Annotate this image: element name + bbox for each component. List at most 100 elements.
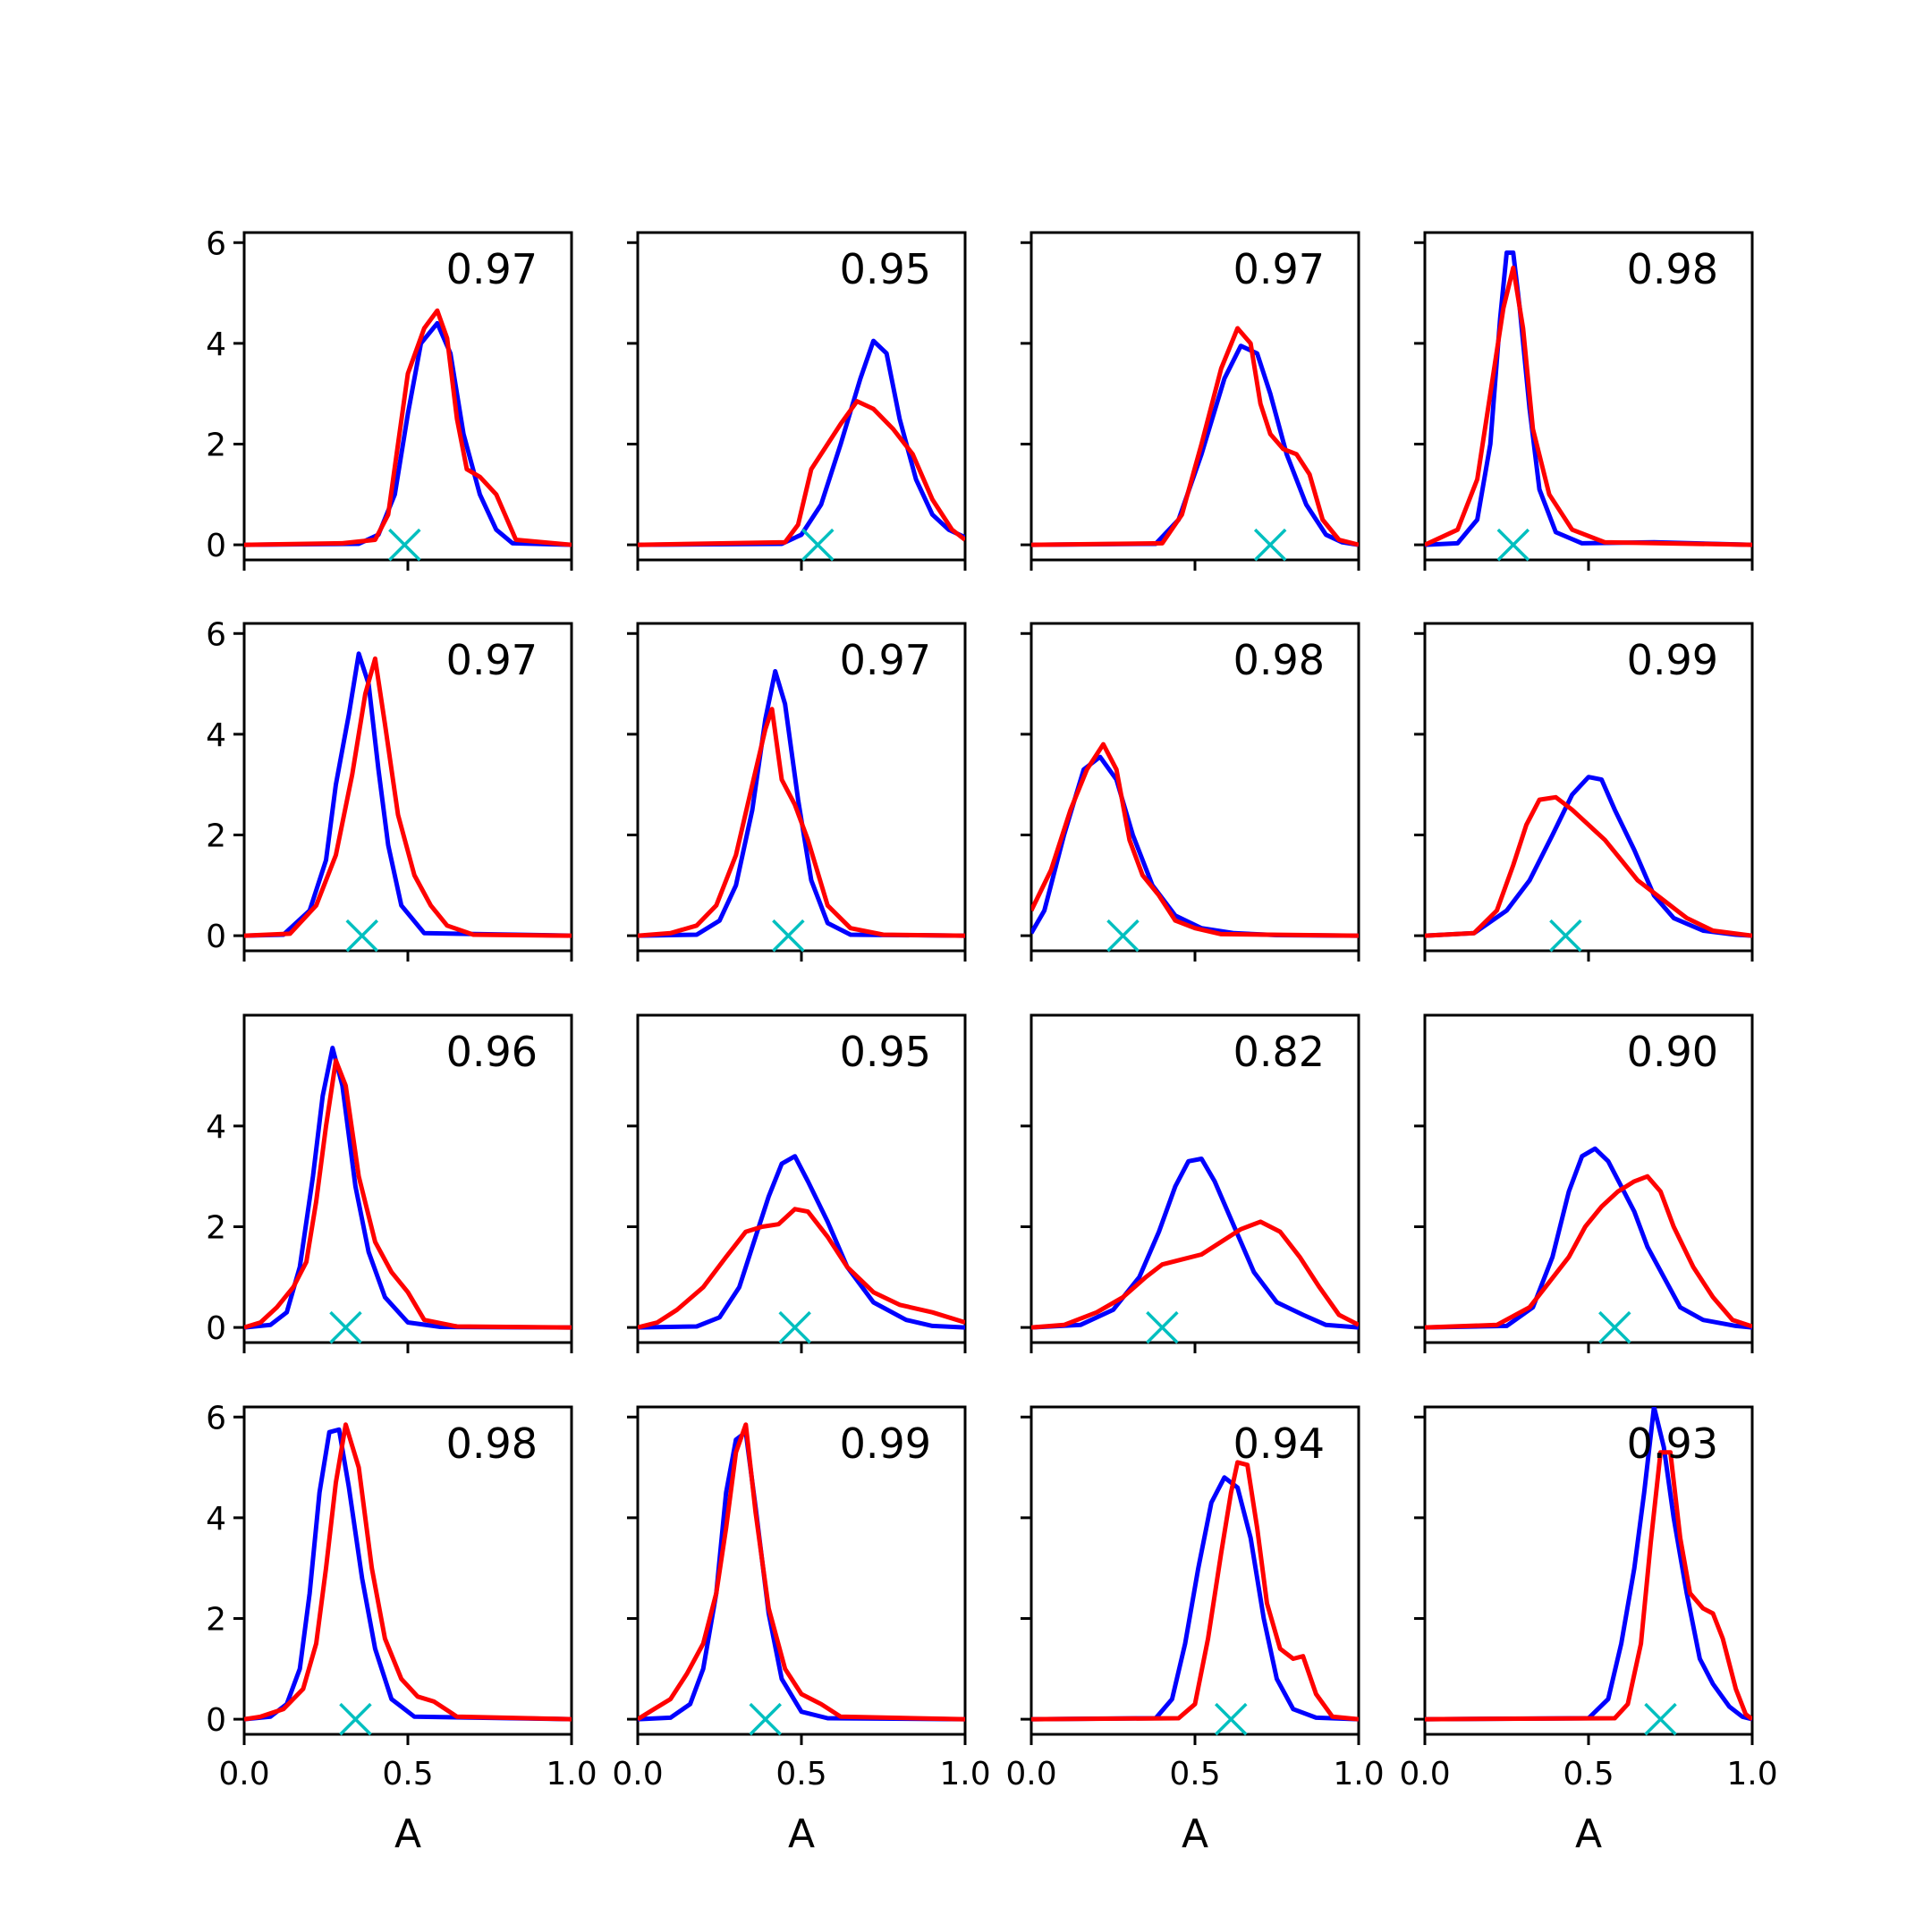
x-marker bbox=[801, 528, 835, 562]
y-tick-label: 2 bbox=[206, 427, 226, 463]
blue-series-line bbox=[638, 338, 965, 547]
blue-series-line bbox=[1031, 343, 1359, 547]
subplot-11: 0.90 bbox=[1414, 1013, 1754, 1353]
subplot-0: 0 2 4 6 0.97 bbox=[206, 225, 573, 571]
y-tick-label: 6 bbox=[206, 225, 226, 262]
x-marker bbox=[1215, 1702, 1248, 1736]
blue-series-line bbox=[1425, 1146, 1752, 1330]
x-marker-stroke bbox=[329, 1310, 362, 1344]
y-tick-label: 2 bbox=[206, 1209, 226, 1246]
subplot-3: 0.98 bbox=[1414, 231, 1754, 571]
subplot-1: 0.95 bbox=[627, 231, 967, 571]
panel-value-label: 0.96 bbox=[446, 1028, 538, 1076]
x-marker bbox=[778, 1310, 811, 1344]
subplot-5: 0.97 bbox=[627, 622, 967, 962]
panel-value-label: 0.98 bbox=[1627, 245, 1718, 293]
y-tick-label: 0 bbox=[206, 528, 226, 564]
subplot-14: 0.0 0.5 1.0 A 0.94 bbox=[1005, 1405, 1385, 1857]
blue-series-line bbox=[244, 1427, 572, 1722]
x-tick-label: 1.0 bbox=[546, 1756, 597, 1792]
subplot-10: 0.82 bbox=[1021, 1013, 1360, 1353]
x-marker bbox=[388, 528, 421, 562]
subplot-7: 0.99 bbox=[1414, 622, 1754, 962]
subplot-8: 0 2 4 0.96 bbox=[206, 1013, 573, 1353]
x-tick-label: 0.0 bbox=[218, 1756, 269, 1792]
subplot-12: 0 2 4 6 0.0 0.5 1.0 A 0.98 bbox=[206, 1400, 597, 1857]
x-marker-stroke bbox=[778, 1310, 811, 1344]
y-tick-label: 4 bbox=[206, 717, 226, 754]
x-marker-stroke bbox=[1598, 1310, 1631, 1344]
blue-series-line bbox=[1031, 1475, 1359, 1722]
blue-series-line bbox=[1425, 250, 1752, 547]
x-tick-label: 1.0 bbox=[1333, 1756, 1384, 1792]
x-marker-stroke bbox=[1146, 1310, 1179, 1344]
y-tick-label: 2 bbox=[206, 818, 226, 854]
subplot-9: 0.95 bbox=[627, 1013, 967, 1353]
blue-series-line bbox=[244, 651, 572, 938]
x-tick-label: 0.5 bbox=[382, 1756, 433, 1792]
x-marker-stroke bbox=[388, 528, 421, 562]
red-series-line bbox=[244, 656, 572, 938]
x-marker-stroke bbox=[345, 919, 378, 953]
y-tick-label: 0 bbox=[206, 1310, 226, 1347]
red-series-line bbox=[1425, 1450, 1752, 1722]
y-tick-label: 0 bbox=[206, 1702, 226, 1739]
panel-value-label: 0.95 bbox=[840, 1028, 931, 1076]
x-axis-label: A bbox=[1575, 1811, 1602, 1857]
x-tick-label: 0.5 bbox=[1169, 1756, 1220, 1792]
x-marker bbox=[1496, 528, 1530, 562]
red-series-line bbox=[244, 1422, 572, 1722]
x-marker-stroke bbox=[1644, 1702, 1677, 1736]
panel-value-label: 0.99 bbox=[840, 1419, 931, 1468]
y-tick-label: 4 bbox=[206, 326, 226, 363]
x-tick-label: 1.0 bbox=[1726, 1756, 1777, 1792]
subplot-4: 0 2 4 6 0.97 bbox=[206, 616, 573, 962]
x-axis-label: A bbox=[788, 1811, 815, 1857]
y-tick-label: 6 bbox=[206, 1400, 226, 1436]
y-tick-label: 4 bbox=[206, 1109, 226, 1146]
x-marker bbox=[1598, 1310, 1631, 1344]
x-marker-stroke bbox=[772, 919, 805, 953]
x-marker-stroke bbox=[801, 528, 835, 562]
blue-series-line bbox=[1031, 1157, 1359, 1330]
x-marker bbox=[1253, 528, 1287, 562]
red-series-line bbox=[638, 707, 965, 938]
red-series-line bbox=[638, 399, 965, 547]
panel-value-label: 0.82 bbox=[1233, 1028, 1325, 1076]
y-tick-label: 4 bbox=[206, 1501, 226, 1538]
x-marker-stroke bbox=[1253, 528, 1287, 562]
x-tick-label: 0.0 bbox=[1005, 1756, 1056, 1792]
red-series-line bbox=[1425, 794, 1752, 938]
x-axis-label: A bbox=[394, 1811, 421, 1857]
x-tick-label: 0.5 bbox=[775, 1756, 826, 1792]
x-marker bbox=[345, 919, 378, 953]
x-tick-label: 0.0 bbox=[612, 1756, 663, 1792]
x-marker bbox=[1146, 1310, 1179, 1344]
x-tick-label: 0.0 bbox=[1399, 1756, 1450, 1792]
x-marker-stroke bbox=[1496, 528, 1530, 562]
x-marker-stroke bbox=[339, 1702, 372, 1736]
x-marker-stroke bbox=[749, 1702, 782, 1736]
red-series-line bbox=[1425, 1174, 1752, 1330]
x-tick-label: 1.0 bbox=[939, 1756, 990, 1792]
x-marker-stroke bbox=[1106, 919, 1140, 953]
panel-value-label: 0.90 bbox=[1627, 1028, 1718, 1076]
blue-series-line bbox=[638, 1154, 965, 1330]
red-series-line bbox=[1425, 265, 1752, 547]
panel-value-label: 0.94 bbox=[1233, 1419, 1325, 1468]
x-marker bbox=[1549, 919, 1582, 953]
red-series-line bbox=[244, 1058, 572, 1330]
x-marker-stroke bbox=[1549, 919, 1582, 953]
panel-value-label: 0.95 bbox=[840, 245, 931, 293]
blue-series-line bbox=[1425, 1407, 1752, 1722]
x-marker bbox=[1644, 1702, 1677, 1736]
panel-value-label: 0.97 bbox=[840, 636, 931, 684]
x-marker bbox=[749, 1702, 782, 1736]
blue-series-line bbox=[638, 669, 965, 938]
subplot-6: 0.98 bbox=[1021, 622, 1360, 962]
x-marker bbox=[329, 1310, 362, 1344]
blue-series-line bbox=[1425, 775, 1752, 938]
x-tick-label: 0.5 bbox=[1563, 1756, 1614, 1792]
panel-value-label: 0.98 bbox=[1233, 636, 1325, 684]
x-marker bbox=[772, 919, 805, 953]
